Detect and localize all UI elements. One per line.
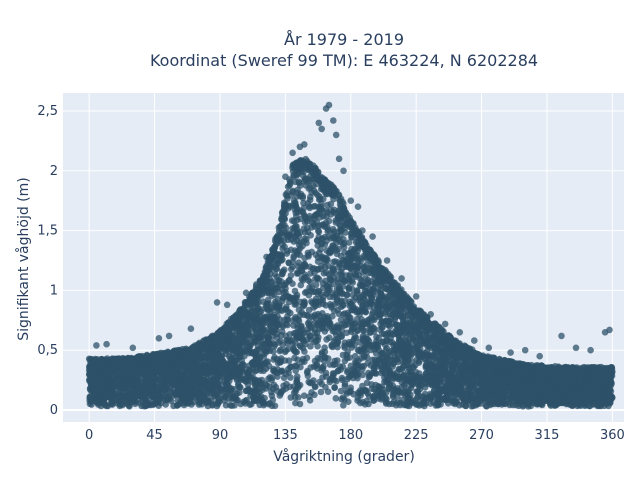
data-point — [277, 390, 285, 397]
data-point — [379, 324, 386, 331]
data-point — [352, 263, 359, 270]
data-point — [332, 395, 340, 402]
data-point — [348, 340, 355, 348]
data-point — [423, 360, 430, 367]
data-point — [313, 218, 321, 226]
data-point — [348, 245, 355, 253]
data-point — [372, 279, 380, 287]
data-point — [319, 300, 327, 308]
data-point — [337, 387, 345, 395]
data-point — [284, 321, 291, 329]
data-point — [385, 384, 393, 391]
data-point — [306, 393, 313, 400]
data-point — [276, 347, 284, 355]
data-point — [327, 276, 334, 283]
data-point — [346, 298, 354, 306]
data-point — [308, 224, 316, 231]
data-point — [291, 200, 299, 207]
data-point — [307, 278, 314, 286]
scatter-points — [85, 101, 616, 410]
data-point — [333, 293, 341, 301]
data-point — [317, 388, 325, 396]
chart-title-line1: År 1979 - 2019 — [284, 30, 404, 49]
data-point — [356, 339, 363, 346]
data-point — [288, 217, 296, 224]
data-point — [400, 382, 408, 389]
data-point — [297, 182, 304, 189]
data-point — [359, 398, 367, 406]
data-point — [311, 202, 319, 210]
data-point — [394, 373, 402, 381]
data-point — [300, 392, 308, 400]
data-point — [333, 247, 340, 254]
data-point — [292, 399, 299, 407]
data-point — [282, 347, 290, 354]
data-point — [383, 395, 390, 403]
data-point — [322, 219, 330, 227]
data-point — [165, 388, 173, 395]
data-point — [281, 306, 289, 313]
data-point — [381, 341, 389, 349]
data-point — [363, 379, 371, 387]
data-point — [326, 334, 333, 342]
data-point — [326, 293, 334, 301]
data-point — [340, 243, 348, 251]
data-point — [290, 345, 297, 353]
data-point — [338, 265, 346, 273]
data-point — [339, 283, 347, 290]
data-point — [314, 287, 322, 295]
data-point — [228, 395, 236, 403]
data-point — [340, 402, 347, 409]
data-point — [314, 342, 321, 350]
data-point — [310, 363, 318, 370]
data-point — [282, 289, 289, 296]
data-point — [407, 391, 414, 399]
data-point — [301, 358, 308, 366]
data-point — [170, 389, 178, 397]
data-point — [122, 385, 129, 392]
data-point — [273, 273, 281, 281]
data-point — [285, 277, 293, 284]
data-point — [288, 265, 295, 273]
chart-title-line2: Koordinat (Sweref 99 TM): E 463224, N 62… — [150, 51, 538, 70]
data-point — [322, 383, 329, 391]
data-point — [389, 376, 397, 383]
data-point — [297, 343, 304, 350]
data-point — [472, 401, 480, 409]
data-point — [279, 341, 287, 349]
data-point — [415, 359, 423, 367]
data-point — [287, 374, 294, 381]
data-point — [345, 239, 353, 246]
data-point — [297, 281, 305, 289]
data-point — [428, 357, 436, 365]
data-point — [233, 327, 241, 335]
data-point — [268, 376, 275, 384]
data-point — [269, 396, 277, 404]
data-point — [249, 372, 256, 379]
data-point — [341, 310, 348, 317]
data-point — [327, 200, 335, 208]
data-point — [279, 367, 286, 375]
data-point — [331, 384, 338, 391]
data-point — [334, 306, 341, 314]
data-point — [294, 356, 302, 364]
data-point — [305, 306, 313, 314]
data-point — [281, 316, 288, 324]
data-point — [322, 269, 330, 276]
